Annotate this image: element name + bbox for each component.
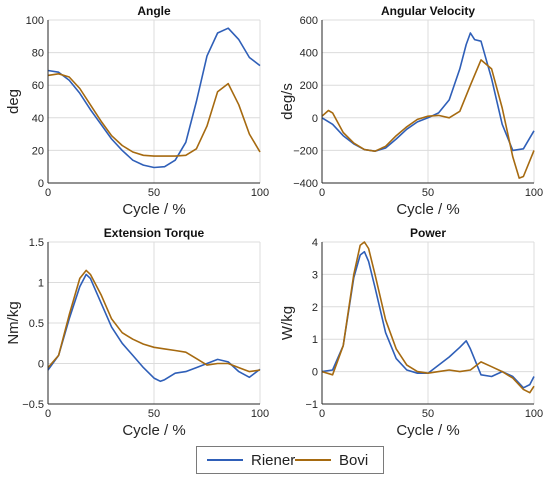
power-ytick-label: 2 (312, 302, 318, 314)
extension-torque-ytick-label: 0 (38, 359, 44, 371)
power-xtick-label: 0 (319, 408, 325, 420)
angular-velocity-title: Angular Velocity (381, 4, 475, 18)
power-xlabel: Cycle / % (396, 422, 459, 439)
extension-torque-ytick-label: 1 (38, 278, 44, 290)
power-xtick-label: 100 (525, 408, 543, 420)
angle-xtick-label: 0 (45, 187, 51, 199)
angle-title: Angle (137, 4, 171, 18)
angular-velocity-xtick-label: 0 (319, 187, 325, 199)
angular-velocity-ytick-label: 200 (300, 80, 318, 92)
angular-velocity-series-bovi (321, 59, 535, 179)
extension-torque-xtick-label: 0 (45, 408, 51, 420)
legend-swatch-bovi (295, 459, 331, 461)
legend-item-riener: Riener (207, 447, 295, 473)
power-series-bovi (321, 241, 535, 394)
angle-ytick-label: 60 (32, 80, 44, 92)
power-ytick-label: 4 (312, 237, 318, 249)
legend: Riener Bovi (196, 446, 384, 474)
angle-series-riener (47, 27, 261, 169)
extension-torque-ytick-label: −0.5 (22, 399, 44, 411)
power-title: Power (410, 226, 446, 240)
legend-item-bovi: Bovi (295, 447, 368, 473)
extension-torque-xtick-label: 100 (251, 408, 269, 420)
extension-torque-series-bovi (47, 269, 261, 373)
angle-ylabel: deg (5, 89, 22, 114)
angular-velocity-ytick-label: 600 (300, 15, 318, 27)
angular-velocity-ytick-label: 400 (300, 48, 318, 60)
angular-velocity-xtick-label: 100 (525, 187, 543, 199)
angle-series-bovi (47, 73, 261, 157)
extension-torque-xlabel: Cycle / % (122, 422, 185, 439)
power-ytick-label: −1 (305, 399, 318, 411)
power-ytick-label: 0 (312, 367, 318, 379)
power-xtick-label: 50 (422, 408, 434, 420)
angular-velocity-ytick-label: −400 (293, 178, 318, 190)
extension-torque-xtick-label: 50 (148, 408, 160, 420)
power-ytick-label: 3 (312, 269, 318, 281)
angle-ytick-label: 100 (26, 15, 44, 27)
extension-torque-ytick-label: 1.5 (29, 237, 44, 249)
angular-velocity-xtick-label: 50 (422, 187, 434, 199)
angle-chart: 0 20 40 60 80 100 0 50 100 Angle Cycle / % deg (5, 4, 269, 218)
angular-velocity-ylabel: deg/s (279, 83, 296, 120)
angular-velocity-chart: −400 −200 0 200 400 600 0 50 100 Angular Velocity… (279, 4, 543, 218)
power-ytick-label: 1 (312, 334, 318, 346)
legend-label-bovi: Bovi (339, 451, 369, 469)
extension-torque-title: Extension Torque (104, 226, 205, 240)
angle-ytick-label: 20 (32, 145, 44, 157)
angle-ytick-label: 80 (32, 48, 44, 60)
angular-velocity-ytick-label: −200 (293, 145, 318, 157)
extension-torque-series-riener (47, 273, 261, 383)
angle-ytick-label: 40 (32, 113, 44, 125)
angular-velocity-ytick-label: 0 (312, 113, 318, 125)
extension-torque-ytick-label: 0.5 (29, 318, 44, 330)
angle-xtick-label: 50 (148, 187, 160, 199)
power-ylabel: W/kg (279, 306, 296, 340)
legend-swatch-riener (207, 459, 243, 461)
angle-ytick-label: 0 (38, 178, 44, 190)
angle-xtick-label: 100 (251, 187, 269, 199)
extension-torque-ylabel: Nm/kg (5, 301, 22, 344)
angular-velocity-xlabel: Cycle / % (396, 201, 459, 218)
angle-xlabel: Cycle / % (122, 201, 185, 218)
legend-label-riener: Riener (251, 451, 296, 469)
